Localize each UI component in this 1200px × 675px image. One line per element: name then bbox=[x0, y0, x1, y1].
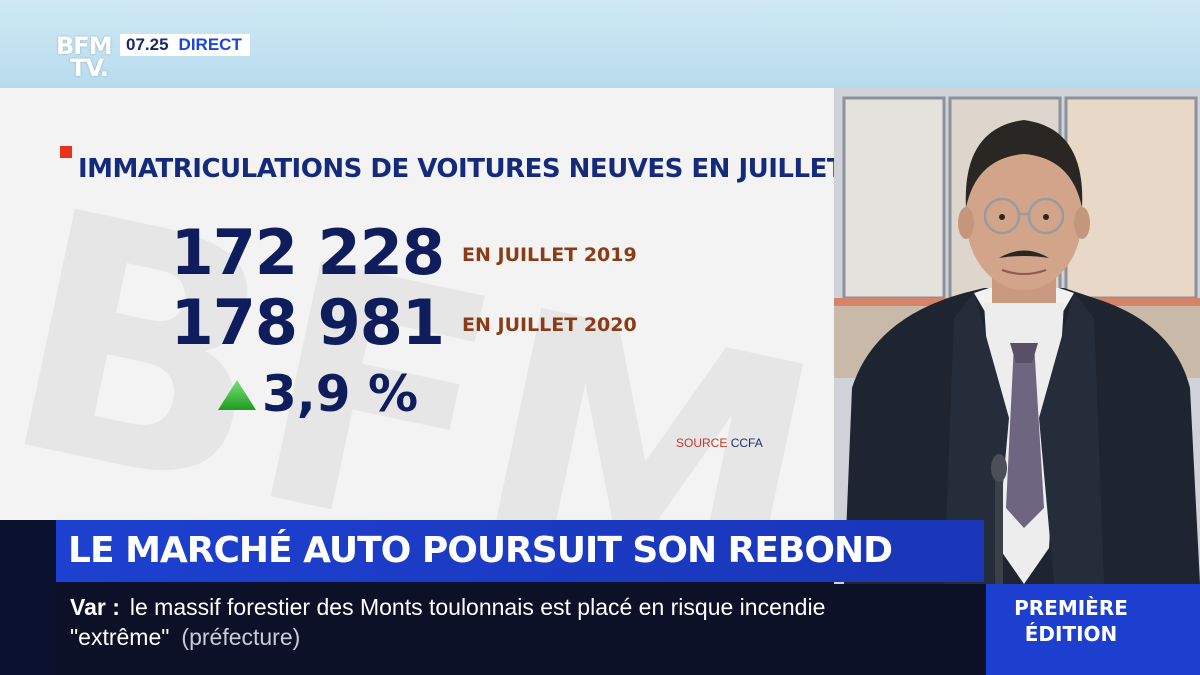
presenter-image bbox=[834, 88, 1200, 584]
ticker-tag: Var : bbox=[70, 594, 120, 620]
logo-text-line2: TV. bbox=[70, 54, 109, 82]
source-label: SOURCE bbox=[676, 436, 728, 450]
up-triangle-icon bbox=[218, 380, 256, 410]
lower-third-title-bar: LE MARCHÉ AUTO POURSUIT SON REBOND bbox=[56, 520, 984, 582]
ticker-line-2: "extrême" (préfecture) bbox=[70, 624, 300, 651]
program-name-box: PREMIÈRE ÉDITION bbox=[986, 584, 1200, 675]
bullet-square-icon bbox=[60, 146, 72, 158]
ticker-text-2: "extrême" bbox=[70, 624, 170, 650]
value-2020: 178 981 bbox=[170, 286, 445, 359]
lower-third-title: LE MARCHÉ AUTO POURSUIT SON REBOND bbox=[68, 530, 893, 571]
program-name-line1: PREMIÈRE bbox=[1014, 596, 1128, 620]
ticker-text-1: le massif forestier des Monts toulonnais… bbox=[129, 594, 826, 620]
source-name: CCFA bbox=[730, 436, 763, 450]
value-2019: 172 228 bbox=[170, 216, 445, 289]
logo-text-line1: BFM bbox=[56, 32, 113, 60]
percent-change: 3,9 % bbox=[262, 365, 419, 423]
lower-third-left-strip bbox=[0, 520, 56, 675]
program-name-line2: ÉDITION bbox=[1024, 622, 1118, 646]
source-credit: SOURCE CCFA bbox=[676, 436, 763, 450]
live-indicator: 07.25 DIRECT bbox=[120, 34, 250, 56]
presenter-video bbox=[834, 88, 1200, 584]
ticker-source: (préfecture) bbox=[181, 624, 301, 650]
live-label: DIRECT bbox=[174, 34, 250, 56]
ticker-line-1: Var : le massif forestier des Monts toulo… bbox=[70, 594, 825, 621]
label-2020: EN JUILLET 2020 bbox=[462, 314, 637, 336]
channel-logo: BFM TV. bbox=[56, 32, 116, 84]
news-ticker: Var : le massif forestier des Monts toulo… bbox=[56, 584, 984, 675]
label-2019: EN JUILLET 2019 bbox=[462, 244, 637, 266]
graphic-headline: IMMATRICULATIONS DE VOITURES NEUVES EN J… bbox=[78, 154, 834, 184]
info-graphic-panel: BFM IMMATRICULATIONS DE VOITURES NEUVES … bbox=[0, 88, 834, 520]
broadcast-time: 07.25 bbox=[120, 34, 175, 56]
